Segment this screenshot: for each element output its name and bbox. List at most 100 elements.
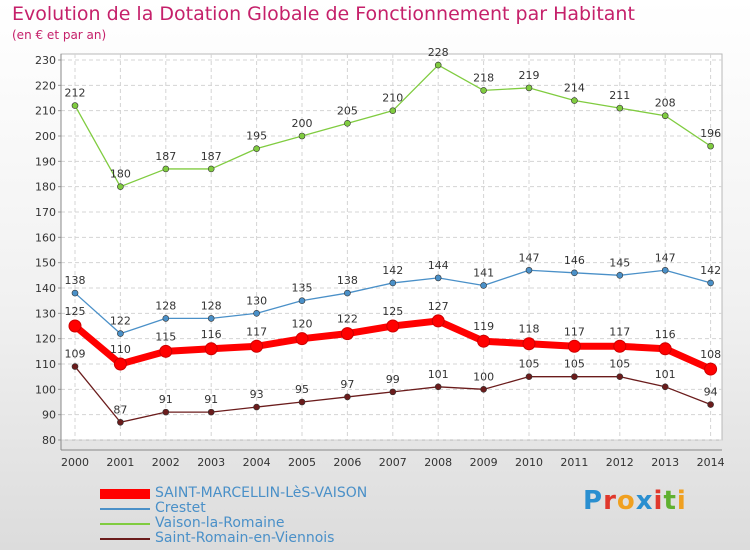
data-label: 187 bbox=[155, 150, 176, 163]
data-label: 116 bbox=[201, 328, 222, 341]
data-point bbox=[207, 165, 215, 173]
x-tick-label: 2001 bbox=[106, 456, 134, 469]
data-label: 87 bbox=[113, 403, 127, 416]
data-point bbox=[389, 107, 397, 114]
y-tick-label: 150 bbox=[35, 257, 56, 270]
y-tick-label: 110 bbox=[35, 358, 56, 371]
y-tick-label: 160 bbox=[35, 231, 56, 244]
data-label: 125 bbox=[382, 305, 403, 318]
y-tick-label: 90 bbox=[42, 409, 56, 422]
data-label: 145 bbox=[609, 256, 630, 269]
data-point bbox=[434, 61, 442, 69]
data-point bbox=[661, 383, 669, 391]
data-point bbox=[344, 393, 351, 401]
data-label: 97 bbox=[340, 378, 354, 391]
chart-title: Evolution de la Dotation Globale de Fonc… bbox=[12, 3, 635, 25]
data-point bbox=[298, 297, 306, 304]
data-point bbox=[298, 132, 306, 140]
data-point bbox=[344, 289, 351, 297]
data-label: 130 bbox=[246, 294, 267, 307]
legend-swatch bbox=[100, 507, 150, 510]
data-point bbox=[389, 279, 397, 287]
data-label: 208 bbox=[655, 97, 676, 110]
chart-subtitle: (en € et par an) bbox=[12, 28, 107, 42]
data-point bbox=[480, 282, 487, 289]
data-point bbox=[707, 142, 714, 150]
data-point bbox=[253, 403, 260, 411]
y-tick-label: 100 bbox=[35, 383, 56, 396]
data-point bbox=[704, 362, 718, 376]
y-tick-label: 170 bbox=[35, 206, 56, 219]
data-label: 141 bbox=[473, 266, 494, 279]
data-point bbox=[389, 388, 397, 396]
data-label: 116 bbox=[655, 328, 676, 341]
data-point bbox=[162, 165, 170, 173]
data-point bbox=[250, 339, 264, 353]
data-label: 110 bbox=[110, 343, 131, 356]
y-tick-label: 210 bbox=[35, 105, 56, 118]
data-point bbox=[571, 373, 578, 380]
data-point bbox=[162, 408, 170, 416]
data-point bbox=[298, 398, 306, 406]
data-point bbox=[71, 289, 79, 297]
legend-swatch bbox=[100, 537, 150, 540]
data-point bbox=[661, 112, 669, 120]
legend-swatch bbox=[100, 488, 150, 499]
data-point bbox=[68, 319, 82, 333]
data-point bbox=[204, 342, 218, 356]
data-label: 120 bbox=[292, 318, 313, 331]
data-point bbox=[434, 274, 442, 282]
data-label: 138 bbox=[65, 274, 86, 287]
data-point bbox=[344, 120, 351, 127]
data-point bbox=[613, 339, 627, 353]
data-label: 138 bbox=[337, 274, 358, 287]
data-label: 91 bbox=[159, 393, 173, 406]
legend-label: Crestet bbox=[155, 500, 206, 516]
data-label: 147 bbox=[519, 251, 540, 264]
data-label: 127 bbox=[428, 300, 449, 313]
data-label: 101 bbox=[655, 368, 676, 381]
data-label: 119 bbox=[473, 320, 494, 333]
x-tick-label: 2000 bbox=[61, 456, 89, 469]
data-label: 228 bbox=[428, 46, 449, 59]
data-point bbox=[616, 373, 624, 380]
data-point bbox=[117, 183, 124, 190]
data-point bbox=[207, 315, 215, 322]
x-tick-label: 2007 bbox=[379, 456, 407, 469]
data-label: 147 bbox=[655, 251, 676, 264]
y-tick-label: 230 bbox=[35, 54, 56, 67]
x-tick-label: 2008 bbox=[424, 456, 452, 469]
data-label: 108 bbox=[700, 348, 721, 361]
x-tick-label: 2005 bbox=[288, 456, 316, 469]
data-label: 93 bbox=[250, 388, 264, 401]
data-point bbox=[525, 84, 533, 92]
data-point bbox=[525, 266, 533, 274]
data-label: 91 bbox=[204, 393, 218, 406]
y-tick-label: 120 bbox=[35, 333, 56, 346]
data-label: 210 bbox=[382, 92, 403, 105]
data-label: 94 bbox=[704, 386, 718, 399]
data-point bbox=[207, 408, 215, 416]
data-label: 200 bbox=[292, 117, 313, 130]
data-point bbox=[571, 269, 578, 277]
data-point bbox=[117, 418, 124, 426]
data-label: 128 bbox=[201, 299, 222, 312]
data-point bbox=[71, 102, 79, 109]
x-tick-label: 2003 bbox=[197, 456, 225, 469]
data-point bbox=[661, 266, 669, 274]
proxiti-logo: Proxiti bbox=[583, 486, 687, 516]
y-tick-label: 180 bbox=[35, 181, 56, 194]
x-tick-label: 2011 bbox=[560, 456, 588, 469]
data-point bbox=[253, 310, 260, 317]
data-point bbox=[162, 315, 170, 322]
legend-label: SAINT-MARCELLIN-LèS-VAISON bbox=[155, 485, 368, 501]
data-label: 115 bbox=[155, 330, 176, 343]
data-point bbox=[253, 145, 260, 152]
data-point bbox=[571, 97, 578, 104]
y-tick-label: 190 bbox=[35, 155, 56, 168]
data-label: 142 bbox=[700, 264, 721, 277]
data-point bbox=[431, 314, 445, 328]
x-tick-label: 2014 bbox=[697, 456, 725, 469]
data-point bbox=[71, 363, 79, 370]
